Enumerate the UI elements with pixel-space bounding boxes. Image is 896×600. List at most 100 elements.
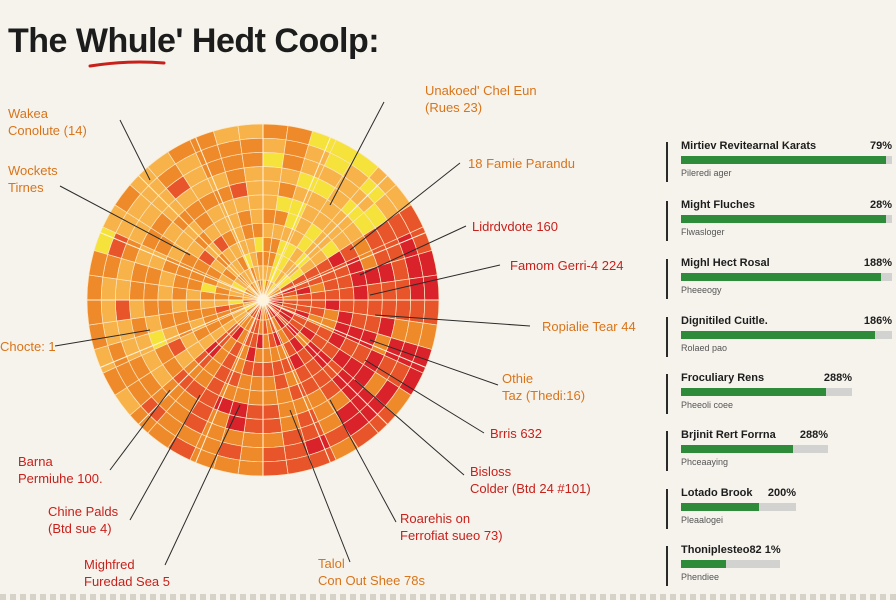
callout-leader-line (289, 409, 351, 563)
callout-leader-line (129, 394, 201, 521)
radial-cell (157, 299, 174, 316)
radial-cell (422, 274, 440, 301)
radial-spoke (262, 299, 331, 463)
callout-leader-line (374, 314, 531, 327)
radial-spoke (100, 232, 264, 301)
bar-sublabel: Rolaed pao (681, 343, 728, 353)
callout-line: Chocte: 1 (0, 339, 56, 354)
bar-fill (681, 273, 881, 281)
callout-line: Con Out Shee 78s (318, 573, 425, 588)
bar-value-label: 200% (767, 487, 796, 499)
panel-rule (666, 259, 668, 299)
bar-value-label: 188% (863, 257, 892, 269)
radial-cell (245, 403, 264, 420)
radial-cell (239, 445, 264, 463)
callout-leader-line (119, 119, 151, 181)
callout-line: Permiuhe 100. (18, 471, 103, 486)
bar-track (681, 156, 892, 164)
radial-cell (262, 137, 287, 155)
radial-cell (129, 299, 146, 320)
radial-cell (86, 299, 104, 326)
callout-line: Barna (18, 454, 53, 469)
callout-line: (Btd sue 4) (48, 521, 112, 536)
callout-line: Famom Gerri-4 224 (510, 258, 624, 273)
radial-cell (100, 276, 118, 301)
bar-fill (681, 156, 886, 164)
radial-cell (241, 431, 264, 449)
title-part-3: Hedt Coolp: (182, 22, 380, 60)
bar-track (681, 445, 828, 453)
callout-line: Wakea (8, 106, 48, 121)
callout-leader-line (59, 185, 191, 256)
callout-leader-line (109, 389, 171, 471)
radial-spoke (195, 299, 264, 463)
callout-label: Mighfred Furedad Sea 5 (84, 556, 170, 590)
radial-spoke (138, 175, 264, 301)
radial-cell (86, 274, 104, 301)
radial-cell (262, 459, 289, 477)
callout-label: Roarehis on Ferrofiat sueo 73) (400, 510, 503, 544)
panel-rule (666, 431, 668, 471)
radial-spoke (262, 137, 331, 301)
radial-spoke (262, 175, 388, 301)
callout-line: Unakoed' Chel Eun (425, 83, 537, 98)
callout-label: Chine Palds (Btd sue 4) (48, 503, 118, 537)
radial-cell (262, 151, 285, 169)
bar-track (681, 560, 780, 568)
radial-cell (262, 361, 275, 378)
callout-label: Talol Con Out Shee 78s (318, 555, 425, 589)
bar-category-label: Froculiary Rens (681, 372, 765, 384)
bar-track (681, 503, 796, 511)
callout-line: Othie (502, 371, 534, 386)
bar-sublabel: Flwasloger (681, 227, 725, 237)
bar-fill (681, 331, 875, 339)
bar-value-label: 28% (869, 199, 892, 211)
bar-value-label: 79% (869, 140, 892, 152)
radial-cell (338, 286, 355, 301)
radial-cell (241, 151, 264, 169)
radial-cell (251, 222, 264, 239)
callout-leader-line (329, 399, 397, 523)
bar-category-label: Mirtiev Revitearnal Karats (681, 140, 817, 152)
bar-category-label: Might Fluches (681, 199, 755, 211)
callout-line: Conolute (14) (8, 123, 87, 138)
callout-line: Mighfred (84, 557, 135, 572)
radial-cell (100, 299, 118, 324)
bar-value-label: 288% (823, 372, 852, 384)
radial-cell (157, 284, 174, 301)
callout-line: Bisloss (470, 464, 512, 479)
callout-label: Ropialie Tear 44 (542, 318, 636, 335)
radial-cell (245, 180, 264, 197)
radial-cell (262, 123, 289, 141)
radial-cell (262, 180, 281, 197)
title-underline (88, 60, 166, 68)
bar-sublabel: Phendiee (681, 572, 720, 582)
callout-label: Brris 632 (490, 425, 542, 442)
radial-cell (129, 280, 146, 301)
radial-cell (262, 403, 281, 420)
radial-cell (239, 137, 264, 155)
radial-chart (54, 101, 531, 566)
radial-cell (422, 299, 440, 326)
bar-sublabel: Pleaalogei (681, 515, 724, 525)
callout-line: Tirnes (8, 180, 44, 195)
bar-fill (681, 503, 759, 511)
bar-fill (681, 445, 793, 453)
radial-cell (366, 299, 383, 318)
bar-track (681, 388, 852, 396)
callout-line: Roarehis on (400, 511, 471, 526)
panel-rule (666, 374, 668, 414)
radial-cell (247, 389, 264, 406)
radial-cell (185, 299, 202, 312)
callout-leader-line (369, 264, 501, 296)
callout-line: 18 Famie Parandu (468, 156, 575, 171)
callout-leader-line (364, 359, 485, 434)
radial-spoke (100, 299, 264, 368)
bottom-strip (0, 594, 896, 600)
callout-line: Ropialie Tear 44 (542, 319, 636, 334)
callout-label: 18 Famie Parandu (468, 155, 575, 172)
panel-rule (666, 142, 668, 182)
callout-leader-line (359, 225, 467, 276)
radial-cell (114, 278, 132, 301)
page-title: The Whule' Hedt Coolp: (8, 22, 380, 61)
